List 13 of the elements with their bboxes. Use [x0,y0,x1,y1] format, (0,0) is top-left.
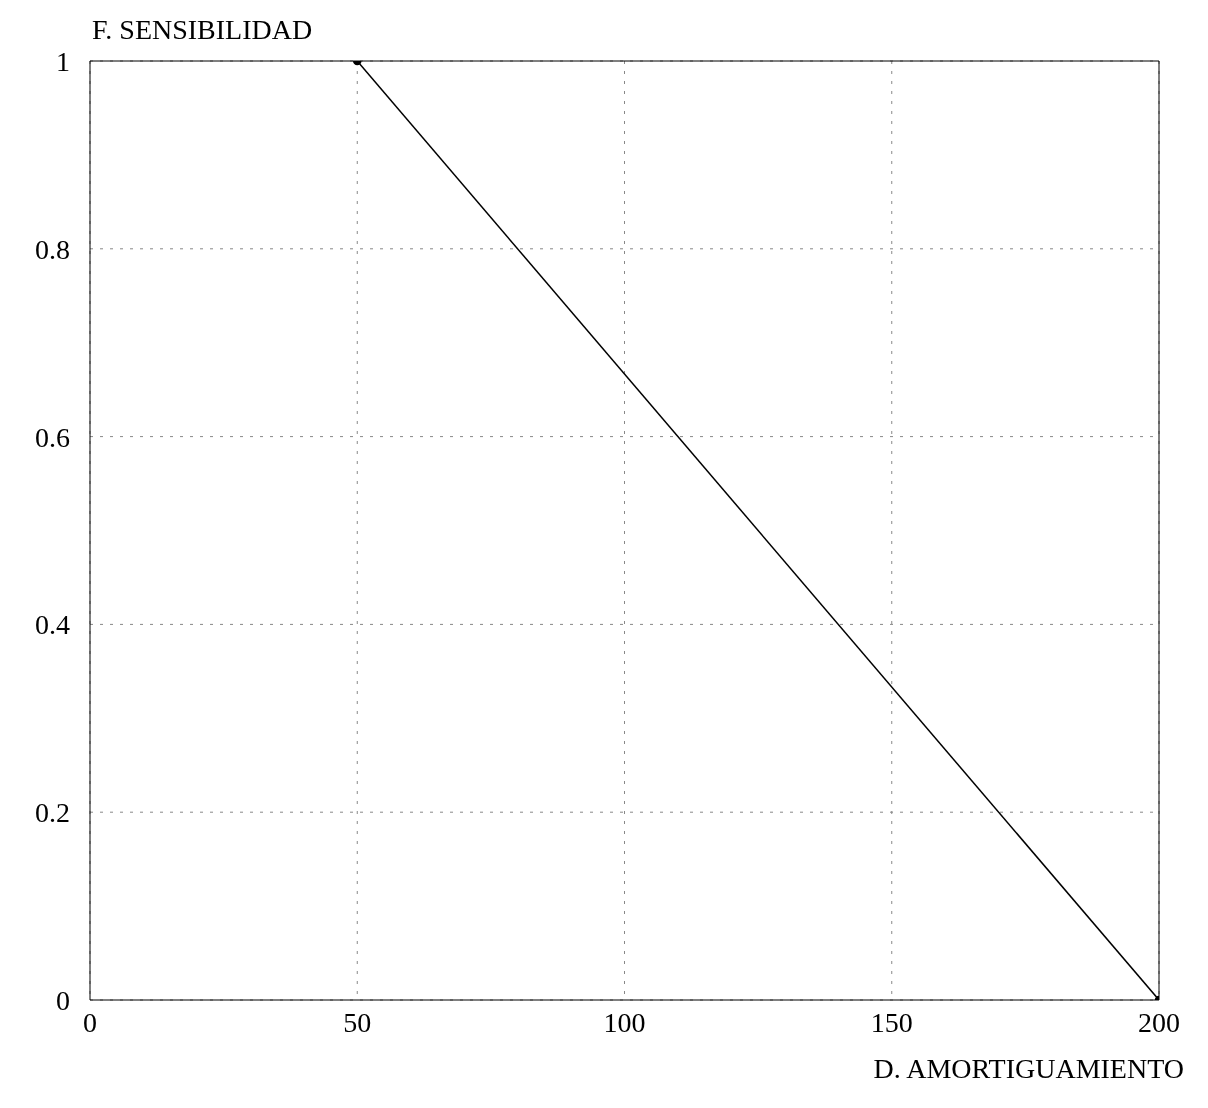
x-tick-label: 50 [343,1006,372,1038]
x-tick-label: 150 [870,1006,913,1038]
x-tick-label: 100 [603,1006,646,1038]
y-tick-label: 0 [56,984,70,1016]
y-tick-label: 0.6 [35,421,70,453]
y-tick-label: 0.8 [35,233,70,265]
y-tick-label: 1 [56,45,70,77]
x-tick-label: 200 [1138,1006,1180,1038]
x-axis-title: D. AMORTIGUAMIENTO [873,1053,1184,1085]
y-tick-label: 0.4 [35,609,70,641]
x-tick-label: 0 [83,1006,97,1038]
y-axis-title: F. SENSIBILIDAD [92,14,313,46]
y-tick-label: 0.2 [35,797,70,829]
